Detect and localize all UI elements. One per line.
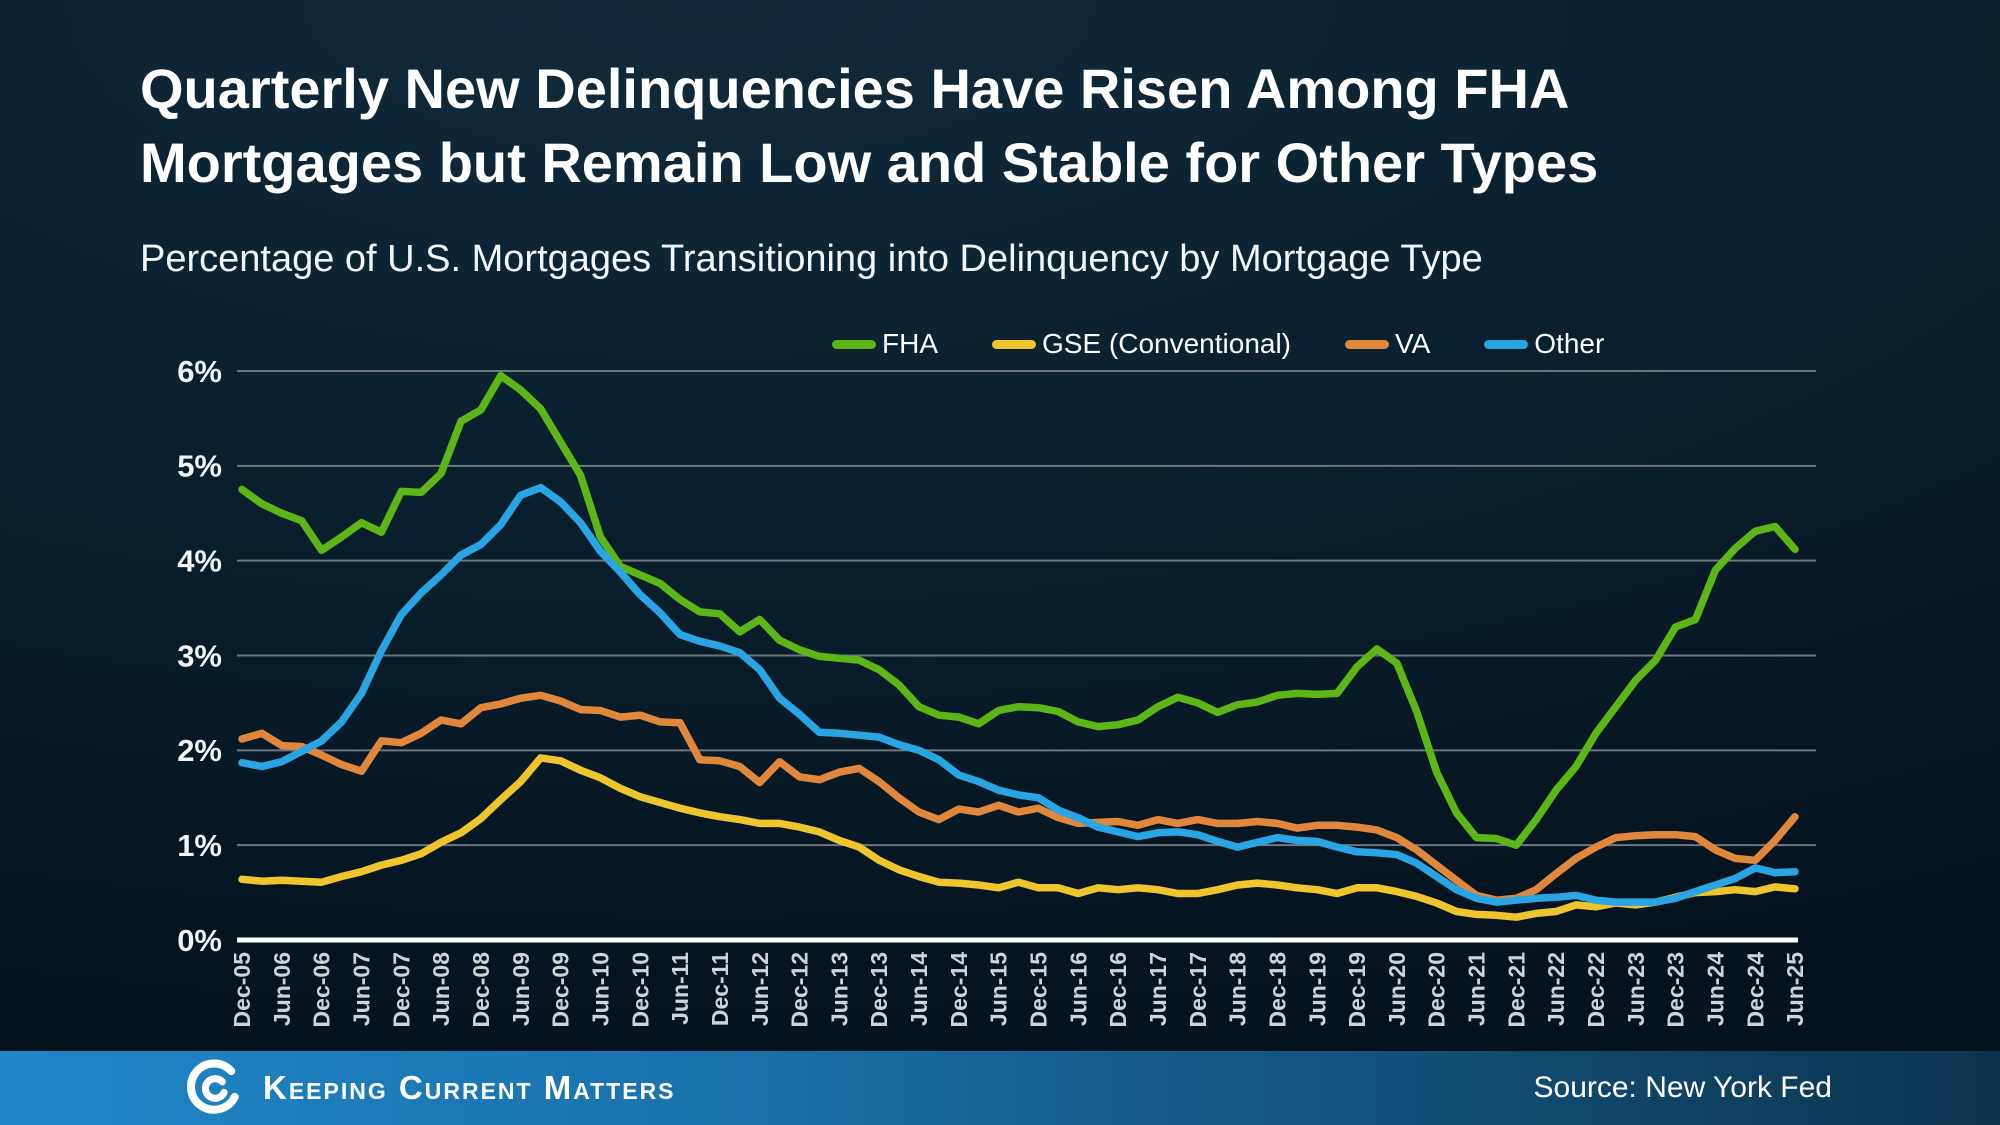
brand: Keeping Current Matters	[185, 1056, 676, 1120]
legend-item-other: Other	[1484, 328, 1604, 360]
legend-label-fha: FHA	[882, 328, 938, 359]
x-axis-label: Jun-11	[667, 952, 693, 1025]
series-line-va	[238, 691, 1799, 904]
x-axis-label: Dec-14	[946, 952, 972, 1028]
x-axis-label: Dec-11	[707, 952, 733, 1026]
x-axis-label: Jun-09	[508, 952, 534, 1026]
legend-item-va: VA	[1345, 328, 1430, 360]
x-axis-label: Jun-24	[1702, 952, 1728, 1026]
x-axis-label: Jun-19	[1304, 952, 1330, 1026]
x-axis-label: Dec-10	[627, 952, 653, 1027]
chart-legend: FHA GSE (Conventional) VA Other	[832, 328, 1604, 360]
x-axis-label: Jun-18	[1225, 952, 1251, 1026]
x-axis-label: Jun-13	[826, 952, 852, 1026]
y-axis-label: 2%	[177, 733, 222, 768]
x-axis-label: Dec-08	[468, 952, 494, 1028]
x-axis-label: Jun-25	[1782, 952, 1808, 1026]
page-title: Quarterly New Delinquencies Have Risen A…	[140, 52, 1640, 200]
x-axis-label: Dec-06	[309, 952, 335, 1027]
x-axis-label: Dec-19	[1344, 952, 1370, 1027]
legend-swatch-gse-icon	[992, 339, 1036, 349]
legend-swatch-fha-icon	[832, 339, 876, 349]
x-axis-label: Dec-17	[1185, 952, 1211, 1027]
x-axis-label: Jun-12	[747, 952, 773, 1026]
y-axis-label: 1%	[177, 828, 222, 863]
x-axis-label: Dec-18	[1264, 952, 1290, 1028]
x-axis-label: Dec-07	[388, 952, 414, 1027]
legend-item-fha: FHA	[832, 328, 938, 360]
y-axis-label: 4%	[177, 544, 222, 579]
x-axis-label: Jun-10	[587, 952, 613, 1026]
y-axis-label: 6%	[177, 354, 222, 389]
x-axis-label: Jun-21	[1463, 952, 1489, 1026]
x-axis-label: Jun-17	[1145, 952, 1171, 1026]
page-title-line-2: Mortgages but Remain Low and Stable for …	[140, 130, 1599, 194]
x-axis-label: Jun-20	[1384, 952, 1410, 1026]
kcm-swirl-icon	[186, 1059, 239, 1114]
x-axis-label: Jun-16	[1065, 952, 1091, 1026]
page-subtitle: Percentage of U.S. Mortgages Transitioni…	[140, 238, 1483, 280]
series-line-fha	[238, 371, 1799, 849]
x-axis-label: Jun-08	[428, 952, 454, 1026]
x-axis-label: Dec-12	[787, 952, 813, 1027]
x-axis-label: Jun-06	[269, 952, 295, 1026]
legend-label-gse: GSE (Conventional)	[1042, 328, 1292, 359]
x-axis-label: Jun-14	[906, 952, 932, 1026]
legend-label-other: Other	[1534, 328, 1605, 359]
x-axis-label: Jun-23	[1623, 952, 1649, 1026]
legend-swatch-other-icon	[1484, 339, 1529, 349]
x-axis-label: Dec-24	[1742, 952, 1768, 1028]
x-axis-label: Dec-23	[1663, 952, 1689, 1027]
x-axis-label: Jun-07	[349, 952, 375, 1026]
x-axis-label: Jun-15	[986, 952, 1012, 1026]
x-axis-label: Jun-22	[1543, 952, 1569, 1026]
y-axis-label: 3%	[177, 638, 222, 673]
page-title-line-1: Quarterly New Delinquencies Have Risen A…	[140, 57, 1570, 120]
legend-label-va: VA	[1395, 328, 1431, 359]
x-axis-label: Dec-21	[1503, 952, 1529, 1028]
x-axis-label: Dec-09	[548, 952, 574, 1027]
y-axis-label: 0%	[177, 923, 222, 958]
series-line-gse	[238, 754, 1799, 921]
legend-item-gse: GSE (Conventional)	[992, 328, 1291, 360]
x-axis-label: Dec-05	[229, 952, 255, 1028]
x-axis-label: Dec-15	[1025, 952, 1051, 1028]
x-axis-label: Dec-22	[1583, 952, 1609, 1027]
x-axis-label: Dec-16	[1105, 952, 1131, 1027]
x-axis-label: Dec-20	[1424, 952, 1450, 1027]
legend-swatch-va-icon	[1345, 339, 1390, 349]
series-line-other	[238, 483, 1799, 906]
source-text: Source: New York Fed	[1533, 1071, 1833, 1104]
footer-bar: Keeping Current Matters Source: New York…	[0, 1051, 2000, 1125]
x-axis-label: Dec-13	[866, 952, 892, 1027]
brand-name: Keeping Current Matters	[263, 1069, 676, 1106]
y-axis-label: 5%	[177, 449, 222, 484]
